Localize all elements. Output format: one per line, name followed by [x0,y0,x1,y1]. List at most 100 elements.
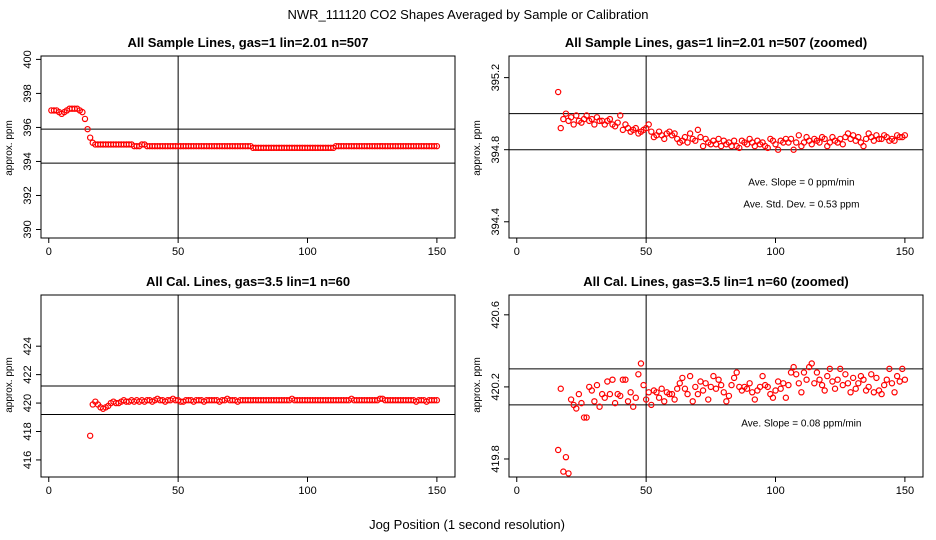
data-point [567,396,575,403]
data-point [557,385,564,392]
data-point [813,369,821,376]
data-point [883,376,890,383]
data-point [661,398,668,405]
data-point [831,385,839,392]
x-tick-label: 100 [298,485,316,497]
panel-title: All Cal. Lines, gas=3.5 lin=1 n=60 (zoom… [583,274,849,289]
data-point [733,369,740,376]
y-tick-label: 395.2 [490,64,502,92]
data-point [769,394,777,401]
data-point [606,390,614,398]
annotation-text: Ave. Slope = 0 ppm/min [748,178,854,189]
data-point [723,398,730,405]
data-point [611,399,619,407]
x-tick-label: 0 [514,246,520,258]
panel-sample-lines-zoomed: All Sample Lines, gas=1 lin=2.01 n=507 (… [472,35,924,258]
data-point [433,142,441,150]
data-point [699,142,707,150]
y-tick-label: 419.8 [490,445,502,473]
data-point [870,389,878,396]
data-point [642,396,650,403]
data-point [829,378,836,385]
data-point [573,112,580,119]
plot-frame [40,55,456,239]
data-point [681,133,689,141]
data-point [81,115,89,123]
data-point [860,142,867,150]
data-point [888,380,896,387]
panel-title: All Sample Lines, gas=1 lin=2.01 n=507 [128,35,369,50]
data-point [627,389,634,396]
data-point [681,385,689,392]
x-tick-label: 100 [298,246,316,258]
data-point [679,374,686,382]
data-point [666,390,673,398]
data-point [702,380,709,387]
y-tick-label: 424 [22,337,34,355]
data-point [868,371,875,378]
data-point [782,394,790,401]
data-point [878,390,885,398]
data-point [684,139,691,146]
data-point [873,374,880,382]
data-point [795,132,803,139]
data-point [777,385,784,392]
data-point [774,146,782,153]
data-point [648,128,655,135]
data-point [899,365,906,373]
data-point [591,121,598,128]
y-tick-label: 394 [22,152,34,170]
y-axis-label: approx. ppm [4,120,15,176]
data-point [759,372,766,380]
data-point [886,365,893,373]
x-tick-label: 0 [514,485,520,497]
data-point [632,124,639,132]
data-point [837,365,844,373]
data-point [893,372,901,380]
data-point [844,380,852,387]
data-point [635,371,642,378]
data-point [583,414,590,421]
x-tick-label: 0 [46,485,52,497]
y-tick-label: 394.4 [490,208,502,236]
x-tick-label: 150 [896,485,914,497]
data-point [891,389,898,396]
data-point [604,378,611,385]
y-tick-label: 400 [22,50,34,68]
data-point [865,383,872,391]
data-point [780,380,787,387]
data-point [764,144,771,152]
x-tick-label: 100 [766,246,784,258]
y-tick-label: 422 [22,365,34,383]
plot-frame [508,55,924,239]
data-point [617,112,624,119]
y-tick-label: 394.8 [490,136,502,164]
data-point [617,392,624,400]
data-point [593,381,601,389]
data-point [686,130,694,137]
annotation-text: Ave. Slope = 0.08 ppm/min [741,419,861,430]
data-point [668,390,676,398]
data-point [746,380,753,387]
data-point [601,394,608,401]
data-point [684,390,691,398]
data-point [787,369,795,376]
data-point [821,135,828,143]
data-point [580,414,588,421]
data-point [793,371,800,378]
data-point [86,134,94,141]
data-point [772,387,779,394]
y-tick-label: 416 [22,451,34,469]
data-point [575,390,583,398]
data-point [671,396,678,403]
x-tick-label: 100 [766,485,784,497]
data-point [433,397,441,404]
panel-cal-lines-zoomed: All Cal. Lines, gas=3.5 lin=1 n=60 (zoom… [472,274,924,497]
data-point [699,387,707,394]
annotation-text: Ave. Std. Dev. = 0.53 ppm [743,199,859,210]
data-point [622,376,629,383]
y-tick-label: 396 [22,118,34,136]
data-point [826,365,834,373]
data-point [774,378,782,385]
y-tick-label: 420.2 [490,373,502,401]
